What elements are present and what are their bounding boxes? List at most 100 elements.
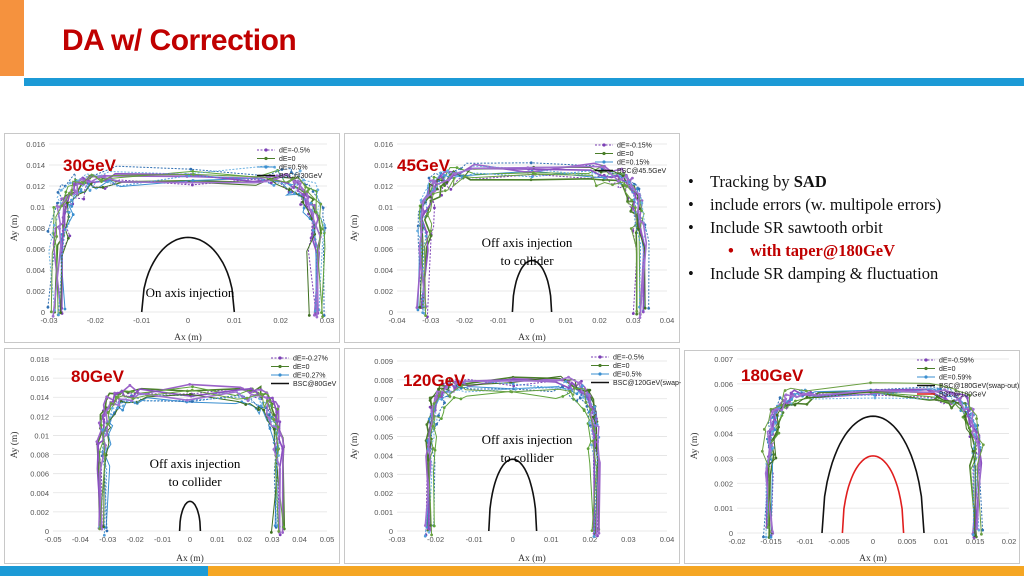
chart-annotation: On axis injection [145,285,235,300]
da-point [46,305,50,309]
da-point [75,192,79,196]
x-tick-label: 0.02 [1002,537,1017,546]
y-tick-label: 0.01 [34,431,49,440]
da-point [768,449,772,452]
y-tick-label: 0.016 [30,374,49,383]
x-tick-label: -0.01 [490,316,507,325]
da-trace [768,391,978,538]
chart-annotation: Off axis injection to collider [481,432,573,465]
y-tick-label: 0.012 [26,182,45,191]
da-point [951,399,955,403]
bullet-item: • Include SR sawtooth orbit [688,218,883,237]
da-point [290,177,294,181]
da-point [249,387,253,391]
da-point [415,306,419,310]
y-tick-label: 0.002 [30,508,49,517]
da-point [567,379,571,383]
y-tick-label: 0.002 [26,287,45,296]
da-trace [47,165,326,316]
legend-label: BSC@180GeV [939,392,987,399]
da-point [106,422,110,426]
da-point [272,413,276,417]
da-point [784,393,788,397]
da-point [46,229,50,233]
da-point [968,393,972,397]
da-point [452,396,456,399]
da-point [52,223,56,227]
bullet-item: • include errors (w. multipole errors) [688,195,942,214]
legend-label: dE=0 [293,364,310,371]
x-tick-label: -0.01 [796,537,813,546]
da-point [435,422,438,426]
x-tick-label: 0.02 [237,535,252,544]
da-point [70,188,74,192]
legend-marker [598,372,602,376]
da-point [971,429,975,433]
y-tick-label: 0.007 [374,395,393,404]
da-point [311,190,315,193]
da-trace [762,386,984,537]
da-point [586,447,590,451]
da-point [980,532,983,536]
da-point [633,206,637,209]
da-point [121,404,125,408]
da-point [943,397,947,401]
chart-30gev: 0 0.002 0.004 0.006 0.008 0.01 0.012 0.014 0.016… [4,133,340,343]
da-point [309,201,313,205]
da-point [424,209,427,213]
legend-label: dE=0.5% [279,165,308,172]
da-point [304,185,308,189]
da-point [772,453,776,456]
legend-label: dE=0 [939,366,956,373]
da-point [311,212,315,215]
da-point [260,393,264,396]
da-point [590,529,594,533]
da-point [625,184,629,188]
y-tick-label: 0.001 [714,504,733,513]
da-point [939,387,942,391]
da-point [594,533,598,537]
da-point [529,178,533,182]
da-point [281,447,285,451]
x-tick-label: -0.01 [154,535,171,544]
da-point [643,306,647,310]
da-point [73,183,77,186]
y-tick-label: 0.01 [30,203,45,212]
da-point [56,201,59,205]
y-tick-label: 0 [389,308,393,317]
legend-marker [264,165,268,169]
y-tick-label: 0.008 [374,376,393,385]
da-point [276,425,280,429]
da-trace [767,391,978,538]
da-point [257,408,260,411]
da-point [430,533,434,537]
y-tick-label: 0.004 [374,266,393,275]
da-point [301,200,305,204]
da-point [620,167,624,171]
da-point [63,212,66,215]
da-point [296,189,300,192]
da-point [935,395,939,398]
da-point [621,174,625,178]
da-point [507,379,511,383]
legend-marker [924,375,928,379]
da-point [629,227,633,230]
da-point [775,413,779,417]
da-point [636,210,640,213]
da-point [599,170,603,174]
y-tick-label: 0.001 [374,508,393,517]
da-point [302,206,306,210]
da-point [939,384,943,387]
legend-label: dE=-0.27% [293,356,328,363]
da-point [953,393,957,397]
da-point [116,395,120,399]
x-tick-label: 0.03 [626,316,641,325]
x-tick-label: -0.04 [388,316,405,325]
legend-label: BSC@30GeV [279,173,323,180]
da-point [282,444,286,448]
x-tick-label: 0.01 [227,316,242,325]
da-point [302,192,305,196]
da-trace [765,388,981,535]
da-point [446,169,450,173]
y-tick-label: 0.006 [30,470,49,479]
